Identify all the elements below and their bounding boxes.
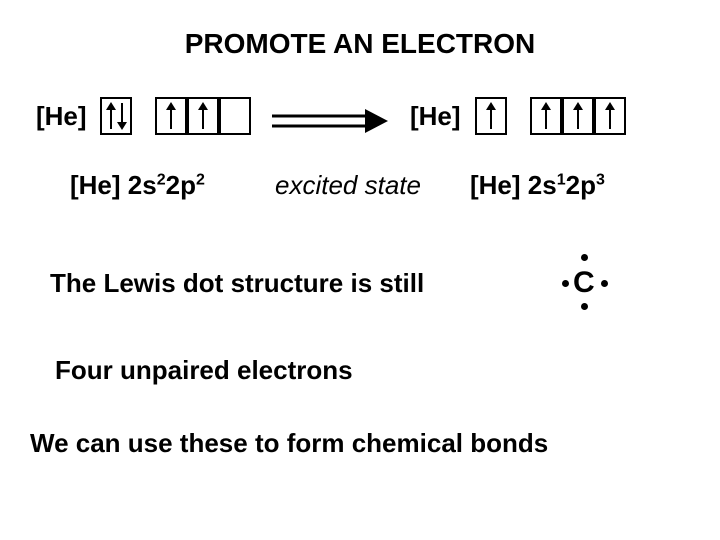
lewis-dot-3 [581,303,588,310]
config-right-mid: 2p [566,170,596,200]
config-left-mid: 2p [166,170,196,200]
lewis-dot-2 [601,280,608,287]
config-right: [He] 2s12p3 [470,170,605,201]
config-left-sup1: 2 [157,171,166,188]
config-right-he: [He] 2s [470,170,557,200]
lewis-structure: C [545,248,625,328]
he-label-left: [He] [36,101,87,132]
he-label-right: [He] [410,101,461,132]
lewis-symbol: C [573,266,595,300]
orbital-row: [He] [He] [0,95,720,155]
config-left-he: [He] 2s [70,170,157,200]
config-right-sup1: 1 [557,171,566,188]
excited-state-label: excited state [275,170,421,201]
right-box-0 [475,97,507,135]
config-right-sup2: 3 [596,171,605,188]
lewis-text: The Lewis dot structure is still [50,268,424,299]
left-box-1 [155,97,187,135]
config-left-sup2: 2 [196,171,205,188]
right-box-1 [530,97,562,135]
left-box-0 [100,97,132,135]
right-box-3 [594,97,626,135]
config-row: [He] 2s22p2 excited state [He] 2s12p3 [0,170,720,220]
lewis-dot-1 [562,280,569,287]
page-title: PROMOTE AN ELECTRON [0,28,720,60]
config-left: [He] 2s22p2 [70,170,205,201]
unpaired-text: Four unpaired electrons [55,355,353,386]
lewis-dot-0 [581,254,588,261]
transition-arrow-icon [270,107,390,135]
left-box-2 [187,97,219,135]
bonds-text: We can use these to form chemical bonds [30,428,548,459]
right-box-2 [562,97,594,135]
left-box-3 [219,97,251,135]
